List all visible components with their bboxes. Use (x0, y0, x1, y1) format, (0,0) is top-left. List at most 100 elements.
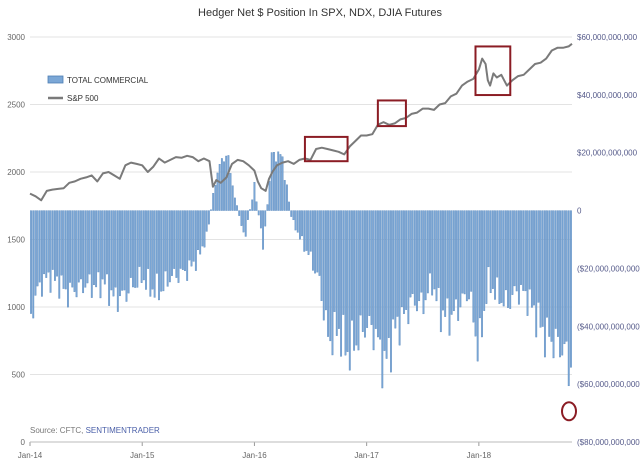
total-commercial-bar (355, 210, 358, 346)
total-commercial-bar (138, 210, 141, 267)
left-axis-tick-label: 3000 (7, 33, 25, 42)
total-commercial-bar (51, 210, 54, 270)
total-commercial-bar (168, 210, 171, 283)
total-commercial-bar (158, 210, 160, 301)
legend-label-sp500: S&P 500 (67, 94, 99, 103)
total-commercial-bar (106, 210, 108, 275)
left-axis-tick-label: 2000 (7, 168, 25, 177)
total-commercial-bar (541, 210, 544, 327)
total-commercial-bar (186, 210, 189, 281)
total-commercial-bar (483, 210, 486, 311)
left-axis-tick-label: 1500 (7, 236, 25, 245)
total-commercial-bar (335, 210, 338, 336)
total-commercial-bar (394, 210, 397, 329)
total-commercial-bar (149, 210, 152, 297)
total-commercial-bar (155, 210, 158, 274)
total-commercial-bar (448, 210, 451, 336)
total-commercial-bar (368, 210, 371, 316)
total-commercial-bar (41, 210, 43, 297)
total-commercial-bar (225, 155, 228, 211)
total-commercial-bar (563, 210, 566, 345)
total-commercial-bar (275, 161, 277, 211)
total-commercial-bar (281, 156, 284, 211)
total-commercial-bar (147, 210, 150, 269)
left-axis-tick-label: 1000 (7, 303, 25, 312)
total-commercial-bar (444, 210, 447, 317)
total-commercial-bar (292, 210, 295, 221)
total-commercial-bar (383, 210, 386, 351)
total-commercial-bar (567, 210, 570, 387)
total-commercial-bar (242, 210, 245, 233)
total-commercial-bar (496, 210, 499, 278)
total-commercial-bar (468, 210, 470, 300)
total-commercial-bar (181, 210, 184, 270)
total-commercial-bar (537, 210, 540, 303)
total-commercial-bar (457, 210, 460, 321)
total-commercial-bar (515, 210, 518, 292)
x-axis-tick-label: Jan-14 (18, 451, 43, 460)
total-commercial-bar (166, 210, 169, 287)
total-commercial-bar (197, 210, 199, 251)
total-commercial-bar (142, 210, 145, 281)
total-commercial-bar (125, 210, 128, 302)
total-commercial-bar (455, 210, 457, 300)
total-commercial-bar (305, 210, 308, 251)
total-commercial-bar (90, 210, 93, 298)
total-commercial-bar (559, 210, 561, 358)
total-commercial-bar (220, 158, 223, 211)
total-commercial-bar (546, 210, 548, 318)
axes: 0 500 1000 1500 2000 2500 3000 $60,000,000,000 $… (7, 33, 640, 460)
total-commercial-bar (268, 181, 271, 211)
total-commercial-bar (463, 210, 466, 295)
total-commercial-bar (95, 210, 98, 288)
total-commercial-bar (372, 210, 375, 351)
total-commercial-bar (570, 210, 572, 368)
total-commercial-bar (435, 210, 438, 302)
total-commercial-bar (246, 210, 249, 220)
total-commercial-bar (331, 210, 334, 356)
sp500-series (29, 43, 573, 202)
total-commercial-bar (301, 210, 303, 237)
total-commercial-bar (214, 185, 217, 211)
total-commercial-bar (266, 204, 269, 211)
total-commercial-bar (71, 210, 74, 288)
source-brand-link[interactable]: SENTIMENTRADER (86, 426, 160, 435)
total-commercial-bar (359, 210, 362, 316)
total-commercial-bar (153, 210, 156, 298)
total-commercial-bar (171, 210, 173, 276)
total-commercial-bar (255, 201, 258, 211)
total-commercial-bar (299, 210, 301, 240)
x-axis-tick-label: Jan-15 (130, 451, 155, 460)
x-axis-tick-label: Jan-18 (467, 451, 492, 460)
total-commercial-bar (446, 210, 449, 299)
total-commercial-bar (62, 210, 65, 289)
total-commercial-bar (121, 210, 124, 291)
total-commercial-bar (528, 210, 531, 290)
total-commercial-bar (132, 210, 134, 288)
total-commercial-bar (366, 210, 369, 328)
total-commercial-bar (110, 210, 113, 291)
total-commercial-bar (429, 210, 431, 274)
total-commercial-bar (49, 210, 52, 293)
total-commercial-bar (504, 210, 507, 291)
total-commercial-bar (58, 210, 61, 299)
total-commercial-bar (116, 210, 119, 312)
total-commercial-bar (205, 210, 208, 232)
total-commercial-bar (554, 210, 557, 329)
total-commercial-bar (450, 210, 453, 315)
total-commercial-bar (405, 210, 408, 310)
left-axis-tick-label: 500 (12, 371, 26, 380)
total-commercial-bar (556, 210, 559, 337)
total-commercial-bar (251, 199, 254, 211)
total-commercial-bar (294, 210, 297, 231)
total-commercial-bar (69, 210, 72, 283)
total-commercial-bar (101, 210, 104, 280)
total-commercial-bar (216, 172, 219, 211)
total-commercial-bar (517, 210, 520, 305)
total-commercial-bar (56, 210, 59, 277)
right-axis-tick-label: 0 (577, 207, 582, 216)
total-commercial-bar (240, 210, 243, 226)
total-commercial-bar (561, 210, 564, 356)
total-commercial-bar (353, 210, 356, 351)
total-commercial-bar (227, 155, 230, 211)
